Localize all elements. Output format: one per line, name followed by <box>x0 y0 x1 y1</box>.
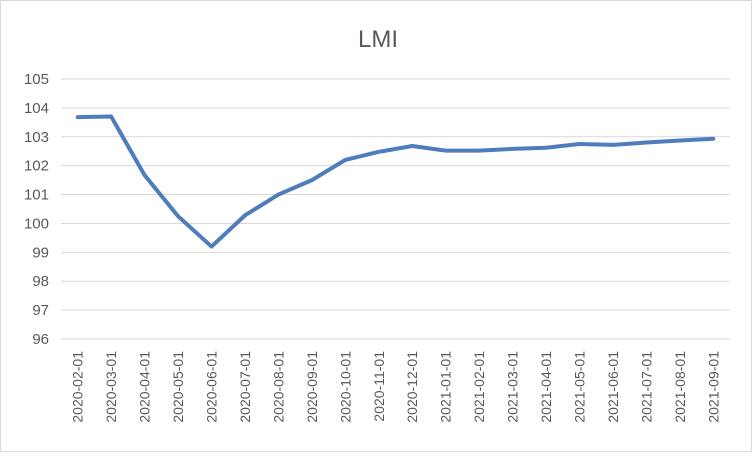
data-point <box>711 137 715 141</box>
y-tick-label: 100 <box>24 215 49 232</box>
data-point <box>611 143 615 147</box>
x-tick-label: 2021-01-01 <box>438 351 454 423</box>
x-tick-label: 2020-07-01 <box>237 351 253 423</box>
data-point <box>143 173 147 177</box>
data-point <box>243 213 247 217</box>
data-point <box>76 115 80 119</box>
x-tick-label: 2021-04-01 <box>538 351 554 423</box>
x-tick-label: 2020-03-01 <box>103 351 119 423</box>
y-tick-label: 103 <box>24 129 49 146</box>
x-tick-label: 2020-04-01 <box>137 351 153 423</box>
y-tick-label: 96 <box>32 331 49 348</box>
x-tick-label: 2021-05-01 <box>571 351 587 423</box>
series-group <box>75 114 716 249</box>
chart-title: LMI <box>358 26 398 53</box>
y-tick-label: 98 <box>32 273 49 290</box>
data-point <box>343 158 347 162</box>
series-line <box>75 114 716 249</box>
x-axis-ticks: 2020-02-01 2020-03-01 2020-04-01 2020-05-01… <box>70 351 722 423</box>
y-tick-label: 104 <box>24 100 49 117</box>
y-axis-ticks: 96 97 98 99 100 101 102 103 104 105 <box>24 71 49 348</box>
data-point <box>109 115 113 119</box>
data-point <box>377 150 381 154</box>
x-tick-label: 2020-05-01 <box>170 351 186 423</box>
data-point <box>176 214 180 218</box>
x-tick-label: 2021-07-01 <box>638 351 654 423</box>
y-tick-label: 102 <box>24 158 49 175</box>
x-tick-label: 2021-02-01 <box>471 351 487 423</box>
data-point <box>210 245 214 249</box>
x-tick-label: 2021-09-01 <box>705 351 721 423</box>
x-tick-label: 2020-10-01 <box>337 351 353 423</box>
y-tick-label: 99 <box>32 244 49 261</box>
x-tick-label: 2020-11-01 <box>371 351 387 422</box>
data-point <box>276 193 280 197</box>
data-point <box>644 141 648 145</box>
data-point <box>678 139 682 143</box>
gridlines <box>61 78 730 340</box>
data-point <box>444 149 448 153</box>
x-tick-label: 2020-08-01 <box>270 351 286 423</box>
data-point <box>310 178 314 182</box>
y-tick-label: 97 <box>32 302 49 319</box>
y-tick-label: 105 <box>24 71 49 88</box>
x-tick-label: 2021-03-01 <box>505 351 521 423</box>
x-tick-label: 2020-06-01 <box>204 351 220 423</box>
data-point <box>544 146 548 150</box>
y-tick-label: 101 <box>24 187 49 204</box>
data-point <box>477 149 481 153</box>
x-tick-label: 2021-08-01 <box>672 351 688 423</box>
x-tick-label: 2020-12-01 <box>404 351 420 423</box>
data-point <box>577 142 581 146</box>
x-tick-label: 2020-02-01 <box>70 351 86 423</box>
data-point <box>511 147 515 151</box>
x-tick-label: 2021-06-01 <box>605 351 621 423</box>
x-tick-label: 2020-09-01 <box>304 351 320 423</box>
data-point <box>410 144 414 148</box>
